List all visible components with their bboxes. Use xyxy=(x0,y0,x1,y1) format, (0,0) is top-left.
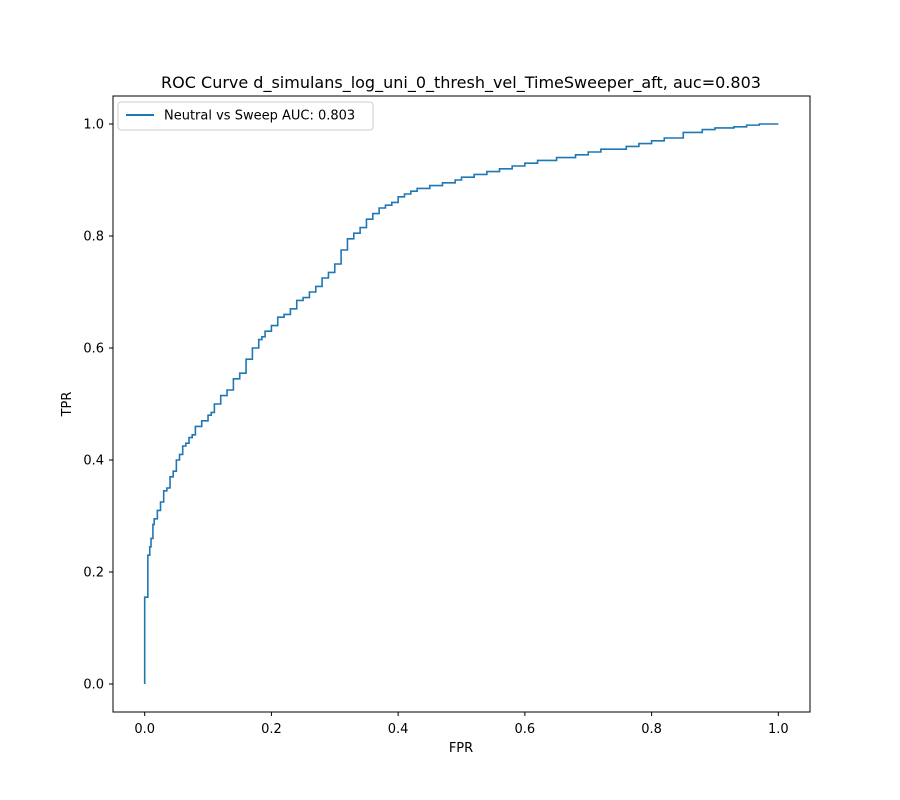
y-tick-label: 0.2 xyxy=(83,566,104,581)
axes-frame xyxy=(112,95,811,713)
y-tick-label: 0.0 xyxy=(83,678,104,693)
y-axis-label: TPR xyxy=(60,392,75,418)
roc-curve-line xyxy=(143,123,779,684)
y-axis-ticks: 0.0 0.2 0.4 0.6 0.8 1.0 xyxy=(83,118,113,693)
x-tick-label: 1.0 xyxy=(768,722,789,737)
x-axis-label: FPR xyxy=(449,741,473,756)
plot-area: 0.0 0.2 0.4 0.6 0.8 1.0 0.0 0.2 0.4 0.6 0.8 1.0 xyxy=(83,95,811,737)
x-tick-label: 0.0 xyxy=(134,722,155,737)
y-tick-label: 0.8 xyxy=(83,230,104,245)
y-tick-label: 0.4 xyxy=(83,454,104,469)
x-axis-ticks: 0.0 0.2 0.4 0.6 0.8 1.0 xyxy=(134,712,789,737)
legend-frame xyxy=(117,101,374,131)
legend: Neutral vs Sweep AUC: 0.803 xyxy=(117,101,374,131)
series-layer xyxy=(143,123,779,684)
x-tick-label: 0.6 xyxy=(515,722,536,737)
chart-title: ROC Curve d_simulans_log_uni_0_thresh_ve… xyxy=(161,73,761,93)
legend-label: Neutral vs Sweep AUC: 0.803 xyxy=(164,109,355,124)
y-tick-label: 1.0 xyxy=(83,118,104,133)
y-tick-label: 0.6 xyxy=(83,342,104,357)
x-tick-label: 0.2 xyxy=(261,722,282,737)
x-tick-label: 0.8 xyxy=(641,722,662,737)
x-tick-label: 0.4 xyxy=(388,722,409,737)
